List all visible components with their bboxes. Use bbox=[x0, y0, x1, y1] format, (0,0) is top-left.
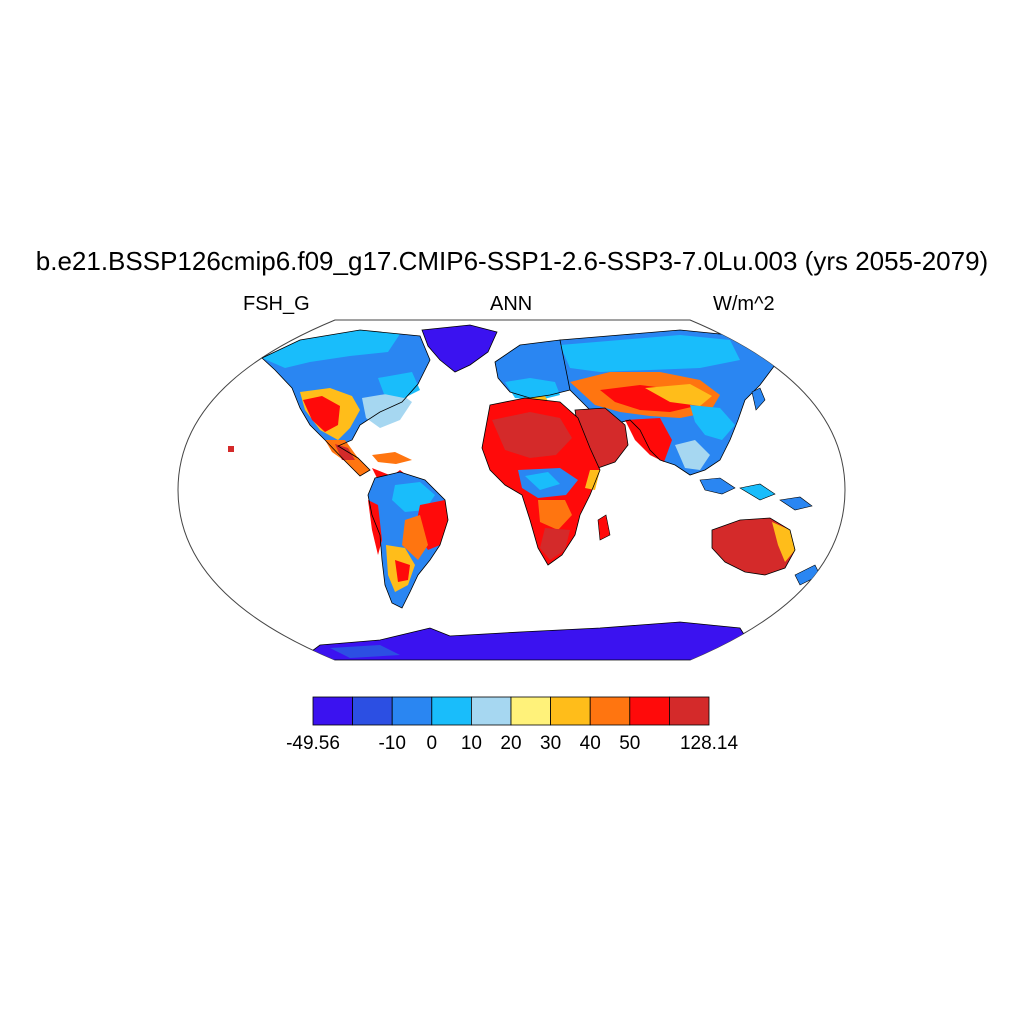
colorbar-tick-label: 10 bbox=[461, 733, 482, 754]
colorbar-swatch bbox=[470, 696, 512, 726]
colorbar-tick-label: 40 bbox=[580, 733, 601, 754]
north-america bbox=[228, 329, 431, 484]
south-america bbox=[367, 471, 449, 609]
units-label: W/m^2 bbox=[713, 293, 775, 315]
colorbar-tick-label: -10 bbox=[378, 733, 405, 754]
colorbar-swatch bbox=[589, 696, 631, 726]
plot-title: b.e21.BSSP126cmip6.f09_g17.CMIP6-SSP1-2.… bbox=[35, 246, 989, 276]
colorbar-tick-label: 30 bbox=[540, 733, 561, 754]
variable-label: FSH_G bbox=[243, 293, 310, 315]
colorbar: -49.56 -10 0 10 20 30 40 50 128.14 bbox=[286, 696, 739, 754]
antarctica bbox=[298, 621, 761, 660]
colorbar-tick-label: 50 bbox=[619, 733, 640, 754]
colorbar-swatch bbox=[669, 696, 710, 726]
colorbar-swatch bbox=[431, 696, 472, 726]
colorbar-tick-label: 0 bbox=[427, 733, 438, 754]
season-label: ANN bbox=[490, 293, 533, 315]
map-panel bbox=[177, 319, 846, 661]
colorbar-swatch bbox=[629, 696, 670, 726]
colorbar-swatch bbox=[352, 696, 393, 726]
colorbar-tick-label: 20 bbox=[500, 733, 521, 754]
australia bbox=[711, 517, 821, 586]
colorbar-swatch bbox=[550, 696, 591, 726]
colorbar-tick-label: 128.14 bbox=[680, 733, 739, 754]
greenland bbox=[421, 324, 498, 373]
africa bbox=[481, 397, 611, 566]
colorbar-tick-label: -49.56 bbox=[286, 733, 340, 754]
asia bbox=[559, 329, 813, 511]
colorbar-swatch bbox=[510, 696, 551, 726]
colorbar-swatch bbox=[391, 696, 433, 726]
colorbar-swatch bbox=[312, 696, 353, 726]
